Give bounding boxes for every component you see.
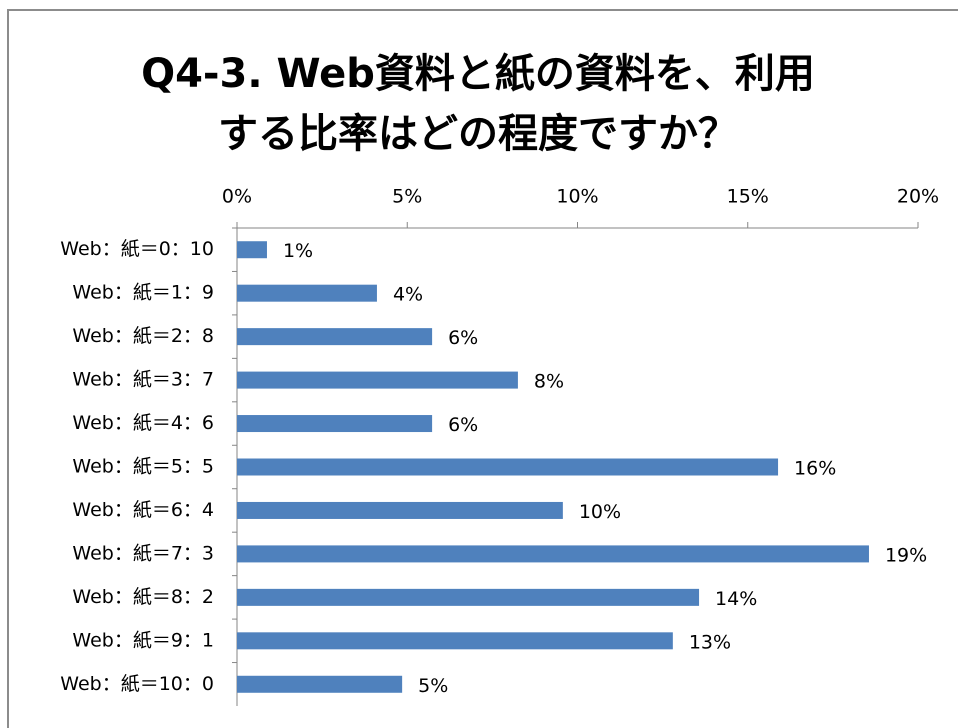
- bar: [237, 415, 433, 433]
- data-label: 14%: [715, 588, 757, 610]
- y-tick-label: Web：紙＝9：1: [72, 629, 214, 651]
- x-tick-label: 0%: [222, 186, 252, 208]
- y-tick-label: Web：紙＝3：7: [72, 369, 214, 391]
- y-tick-label: Web：紙＝5：5: [72, 456, 214, 478]
- data-label: 5%: [418, 675, 448, 697]
- bar: [237, 371, 518, 389]
- y-tick-label: Web：紙＝8：2: [72, 586, 214, 608]
- data-label: 4%: [393, 284, 423, 306]
- data-label: 6%: [448, 414, 478, 436]
- y-tick-label: Web：紙＝7：3: [72, 542, 214, 564]
- data-label: 10%: [579, 501, 621, 523]
- data-label: 6%: [448, 327, 478, 349]
- y-tick-label: Web：紙＝4：6: [72, 412, 214, 434]
- data-label: 19%: [885, 544, 927, 566]
- data-label: 16%: [794, 458, 836, 480]
- data-label: 8%: [534, 371, 564, 393]
- data-label: 13%: [689, 631, 731, 653]
- chart-title: Q4-3. Web資料と紙の資料を、利用: [141, 51, 815, 97]
- y-tick-label: Web：紙＝10：0: [60, 673, 214, 695]
- y-tick-label: Web：紙＝6：4: [72, 499, 214, 521]
- y-tick-label: Web：紙＝0：10: [60, 238, 214, 260]
- bar: [237, 501, 563, 519]
- chart-title: する比率はどの程度ですか？: [218, 111, 738, 157]
- data-label: 1%: [283, 240, 313, 262]
- x-tick-label: 15%: [727, 186, 769, 208]
- x-tick-label: 10%: [556, 186, 598, 208]
- bar: [237, 632, 673, 650]
- bar: [237, 241, 267, 259]
- y-tick-label: Web：紙＝2：8: [72, 325, 214, 347]
- bar: [237, 545, 869, 563]
- bar: [237, 284, 377, 302]
- x-tick-label: 20%: [897, 186, 939, 208]
- bar: [237, 328, 433, 346]
- bar: [237, 675, 403, 693]
- bar: [237, 458, 779, 476]
- chart-frame: [7, 9, 958, 728]
- x-tick-label: 5%: [392, 186, 422, 208]
- y-tick-label: Web：紙＝1：9: [72, 282, 214, 304]
- bar: [237, 588, 700, 606]
